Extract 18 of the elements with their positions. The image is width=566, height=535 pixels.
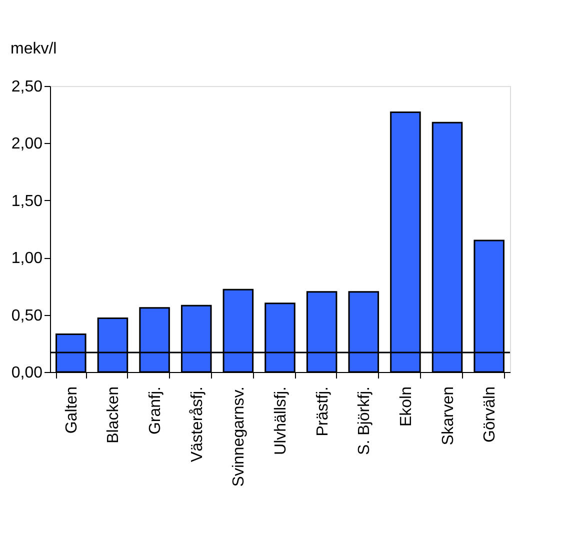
x-tick-label: S. Björkfj. <box>356 386 374 455</box>
x-tick-label: Prästfj. <box>314 386 332 436</box>
x-tick-label: Skarven <box>440 386 457 446</box>
x-tick-label: Blacken <box>105 386 122 444</box>
y-tick-label: 1,50 <box>11 192 43 210</box>
y-tick-label: 1,00 <box>11 250 43 268</box>
x-tick-label: Svinnegarnsv. <box>230 386 248 487</box>
x-tick-label: Ulvhällsfj. <box>272 386 290 455</box>
y-tick-label: 2,00 <box>11 136 43 153</box>
x-tick-label: Ekoln <box>398 386 415 427</box>
y-axis-title: mekv/l <box>10 40 57 58</box>
y-tick-label: 0,50 <box>11 307 43 324</box>
y-tick-label: 0,00 <box>11 364 43 382</box>
x-tick-label: Västeråsfj. <box>188 386 206 462</box>
x-tick-label: Granfj. <box>147 386 164 435</box>
y-tick-label: 2,50 <box>11 78 43 96</box>
x-tick-label: Görväln <box>482 386 499 443</box>
x-tick-label: Galten <box>63 386 80 434</box>
